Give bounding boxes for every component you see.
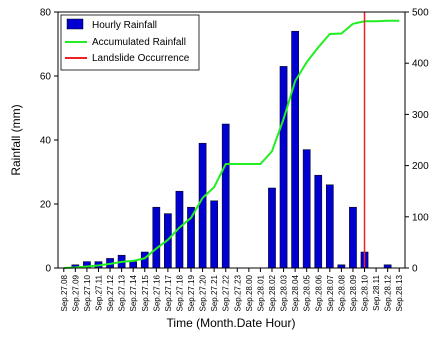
- x-tick-label: Sep.28.00: [245, 274, 254, 311]
- x-tick-label: Sep.27.13: [118, 274, 127, 311]
- x-tick-label: Sep.27.18: [175, 274, 184, 311]
- bar-hourly-rainfall: [198, 142, 207, 269]
- x-tick-label: Sep.28.05: [303, 274, 312, 311]
- y-tick-label: 20: [40, 200, 52, 211]
- legend-label-landslide: Landslide Occurrence: [92, 53, 190, 64]
- bar-hourly-rainfall: [279, 66, 288, 269]
- bar-hourly-rainfall: [129, 261, 138, 269]
- x-tick-label: Sep.27.23: [233, 274, 242, 311]
- x-tick-label: Sep.27.08: [60, 274, 69, 311]
- x-tick-label: Sep.27.16: [152, 274, 161, 311]
- bar-hourly-rainfall: [349, 206, 357, 269]
- x-tick-label: Sep.27.20: [199, 274, 208, 311]
- x-tick-label: Sep.28.03: [280, 274, 289, 311]
- legend-label-accumulated-rainfall: Accumulated Rainfall: [92, 37, 186, 48]
- bar-hourly-rainfall: [152, 206, 161, 269]
- x-tick-label: Sep.27.09: [71, 274, 80, 311]
- y-tick-label: 80: [40, 8, 52, 19]
- bar-hourly-rainfall: [210, 200, 218, 269]
- x-tick-label: Sep.28.12: [384, 274, 393, 311]
- x-tick-label: Sep.27.17: [164, 274, 173, 311]
- line-accumulated-rainfall: [63, 19, 400, 269]
- x-tick-label: Sep.27.21: [210, 274, 219, 311]
- x-tick-label: Sep.27.19: [187, 274, 196, 311]
- x-tick-label: Sep.28.04: [291, 274, 300, 311]
- x-tick-label: Sep.28.01: [256, 274, 265, 311]
- x-tick-label: Sep.28.13: [395, 274, 404, 311]
- bar-hourly-rainfall: [268, 187, 276, 269]
- x-tick-label: Sep.28.08: [337, 274, 346, 311]
- legend: Hourly Rainfall Accumulated Rainfall Lan…: [60, 14, 200, 71]
- x-tick-label: Sep.27.14: [129, 274, 138, 311]
- bar-hourly-rainfall: [221, 123, 230, 269]
- x-tick-label: Sep.28.11: [372, 274, 381, 310]
- x-tick-label: Sep.28.07: [326, 274, 335, 311]
- x-tick-label: Sep.28.06: [314, 274, 323, 311]
- y2-tick-label: 200: [412, 161, 429, 172]
- bar-hourly-rainfall: [140, 251, 149, 269]
- bar-hourly-rainfall: [325, 184, 334, 269]
- x-tick-label: Sep.28.02: [268, 274, 277, 311]
- x-tick-label: Sep.27.22: [222, 274, 231, 311]
- bar-hourly-rainfall: [302, 149, 311, 269]
- y2-tick-label: 100: [412, 212, 429, 223]
- bar-hourly-rainfall: [291, 30, 299, 269]
- y2-tick-label: 300: [412, 110, 429, 121]
- x-tick-label: Sep.28.10: [361, 274, 370, 311]
- y-tick-label: 40: [40, 136, 52, 147]
- x-axis-title: Time (Month.Date Hour): [167, 316, 296, 330]
- x-tick-label: Sep.28.09: [349, 274, 358, 311]
- y2-tick-label: 0: [412, 264, 418, 275]
- y-axis-title: Rainfall (mm): [9, 104, 23, 175]
- x-tick-label: Sep.27.15: [141, 274, 150, 311]
- x-tick-label: Sep.27.10: [83, 274, 92, 311]
- y2-tick-label: 400: [412, 59, 429, 70]
- y-tick-label: 60: [40, 72, 52, 83]
- legend-swatch-hourly-rainfall: [66, 18, 84, 30]
- bar-hourly-rainfall: [314, 174, 323, 269]
- x-tick-label: Sep.27.11: [94, 274, 103, 310]
- x-tick-label: Sep.27.12: [106, 274, 115, 311]
- y-tick-label: 0: [45, 264, 51, 275]
- legend-label-hourly-rainfall: Hourly Rainfall: [92, 20, 157, 31]
- y2-tick-label: 500: [412, 8, 429, 19]
- line-layer: [63, 12, 400, 269]
